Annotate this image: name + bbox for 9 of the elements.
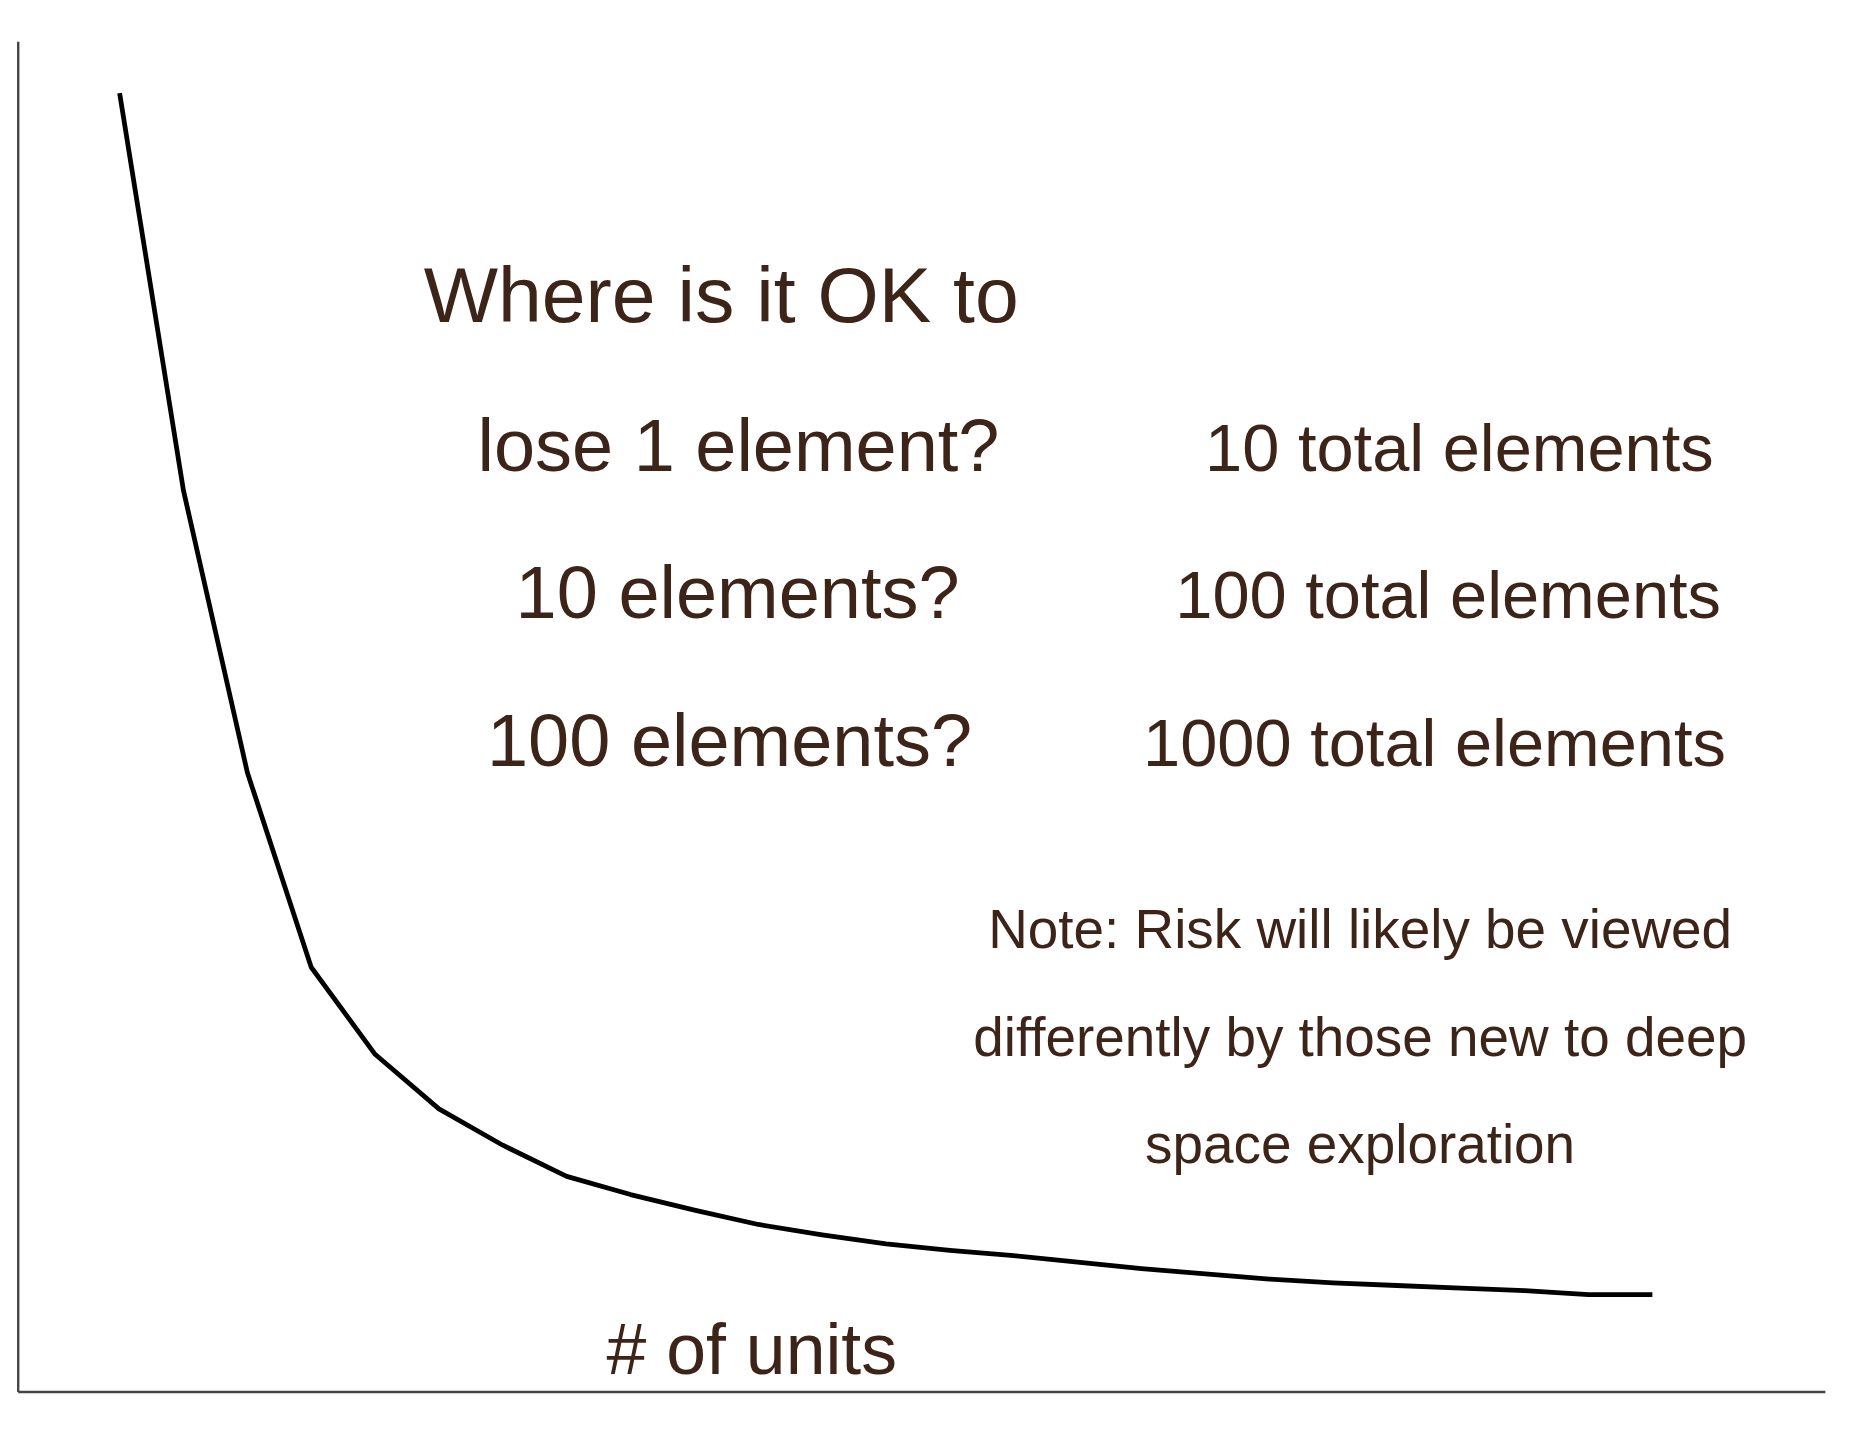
- annotation: Note: Risk will likely be viewed differently by those new to deep space exploration: [973, 898, 1747, 1175]
- annotation: Where is it OK to: [423, 251, 1019, 340]
- annotation: 1000 total elements: [1143, 705, 1726, 780]
- annotation: 10 elements?: [515, 550, 960, 634]
- x-axis-title: # of units: [606, 1309, 897, 1390]
- annotation: 100 elements?: [487, 698, 973, 782]
- annotation: lose 1 element?: [477, 404, 1000, 488]
- annotation: 100 total elements: [1175, 557, 1721, 632]
- annotation: 10 total elements: [1205, 411, 1714, 486]
